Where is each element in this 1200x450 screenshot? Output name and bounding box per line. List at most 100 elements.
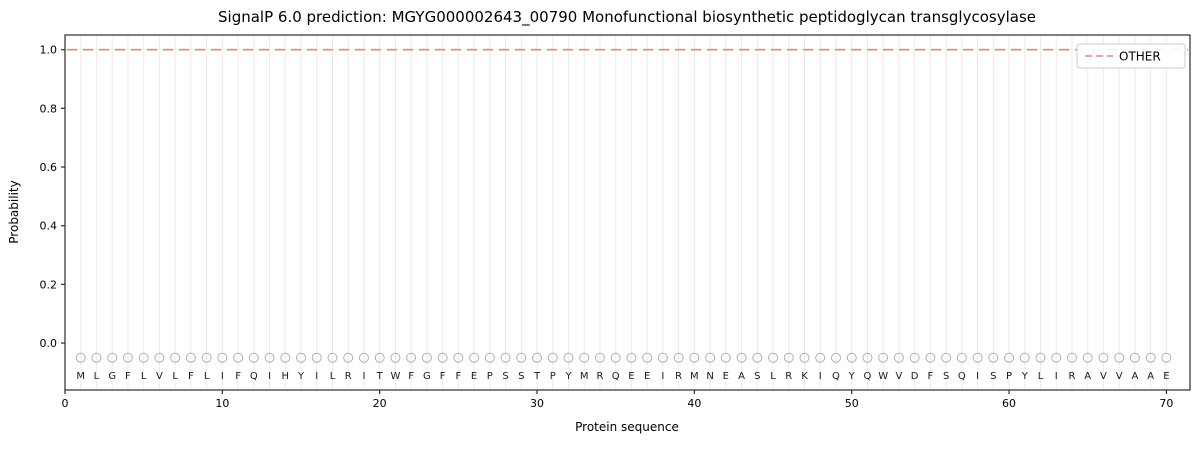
- residue-letter: F: [235, 371, 241, 382]
- residue-letter: S: [754, 371, 760, 382]
- residue-letter: A: [1147, 371, 1154, 382]
- residue-letter: L: [330, 371, 336, 382]
- residue-marker: [327, 352, 338, 363]
- residue-marker: [248, 352, 259, 363]
- residue-marker: [516, 352, 527, 363]
- residue-marker: [657, 352, 668, 363]
- residue-letter: E: [628, 371, 634, 382]
- residue-letter: I: [268, 371, 271, 382]
- residue-marker: [469, 352, 480, 363]
- residue-letter: Q: [958, 371, 966, 382]
- residue-marker: [642, 352, 653, 363]
- residue-letter: W: [390, 371, 400, 382]
- residue-marker: [406, 352, 417, 363]
- residue-letter: I: [221, 371, 224, 382]
- residue-marker: [1019, 352, 1030, 363]
- residue-letter: S: [502, 371, 508, 382]
- residue-marker: [579, 352, 590, 363]
- residue-letter: E: [644, 371, 650, 382]
- residue-letter: G: [108, 371, 116, 382]
- residue-marker: [1161, 352, 1172, 363]
- residue-letter: L: [204, 371, 210, 382]
- gridlines-layer: [80, 36, 1167, 389]
- residue-letter: F: [188, 371, 194, 382]
- residue-marker: [862, 352, 873, 363]
- residue-letter: Q: [612, 371, 620, 382]
- residue-letter: L: [94, 371, 100, 382]
- x-tick-label: 40: [687, 397, 701, 410]
- residue-letter: N: [706, 371, 713, 382]
- residue-letter: S: [990, 371, 996, 382]
- residue-letter: S: [943, 371, 949, 382]
- legend: OTHER: [1076, 43, 1186, 69]
- residue-letter: V: [1100, 371, 1107, 382]
- residue-marker: [988, 352, 999, 363]
- residue-marker: [390, 352, 401, 363]
- residue-marker: [500, 352, 511, 363]
- residue-marker: [185, 352, 196, 363]
- residue-marker: [1066, 352, 1077, 363]
- residue-letter: Q: [864, 371, 872, 382]
- plot-border: [64, 34, 1191, 391]
- residue-letter: M: [580, 371, 589, 382]
- residue-letter: I: [976, 371, 979, 382]
- residue-marker: [138, 352, 149, 363]
- residue-letter: R: [785, 371, 792, 382]
- residue-marker: [720, 352, 731, 363]
- residue-letter: P: [550, 371, 556, 382]
- residue-letter: L: [1038, 371, 1044, 382]
- residue-letter: A: [1132, 371, 1139, 382]
- residue-marker: [296, 352, 307, 363]
- residue-letter: F: [125, 371, 131, 382]
- residue-marker: [563, 352, 574, 363]
- residue-marker: [264, 352, 275, 363]
- residue-letter: E: [1163, 371, 1169, 382]
- residue-marker: [783, 352, 794, 363]
- residue-marker: [705, 352, 716, 363]
- residue-letter: W: [878, 371, 888, 382]
- residue-letter: S: [518, 371, 524, 382]
- legend-label-other: OTHER: [1119, 50, 1161, 64]
- y-tick-label: 0.8: [40, 102, 58, 115]
- residue-marker: [736, 352, 747, 363]
- residue-marker: [799, 352, 810, 363]
- residue-letter: R: [596, 371, 603, 382]
- residue-letter: Y: [297, 371, 305, 382]
- residue-marker: [453, 352, 464, 363]
- residue-marker: [1082, 352, 1093, 363]
- residue-letter: R: [675, 371, 682, 382]
- residue-marker: [280, 352, 291, 363]
- residue-letter: M: [690, 371, 699, 382]
- x-tick-label: 0: [62, 397, 69, 410]
- residue-marker: [673, 352, 684, 363]
- y-tick-label: 1.0: [40, 44, 58, 57]
- residue-marker: [1004, 352, 1015, 363]
- x-tick-label: 20: [373, 397, 387, 410]
- residue-letter: F: [408, 371, 414, 382]
- x-tick-label: 10: [215, 397, 229, 410]
- residue-letter: Y: [1021, 371, 1029, 382]
- residue-marker: [421, 352, 432, 363]
- residue-marker: [893, 352, 904, 363]
- residue-letter: I: [315, 371, 318, 382]
- residue-letter: L: [770, 371, 776, 382]
- residue-marker: [1114, 352, 1125, 363]
- residue-letter: I: [362, 371, 365, 382]
- residue-marker: [532, 352, 543, 363]
- residue-letter: P: [1006, 371, 1012, 382]
- residue-letter: R: [1069, 371, 1076, 382]
- residue-marker: [217, 352, 228, 363]
- residue-marker: [233, 352, 244, 363]
- residue-letter: V: [156, 371, 163, 382]
- residue-marker: [311, 352, 322, 363]
- chart-title: SignalP 6.0 prediction: MGYG000002643_00…: [218, 8, 1036, 27]
- residue-marker: [1098, 352, 1109, 363]
- residue-letter: P: [487, 371, 493, 382]
- residue-marker: [626, 352, 637, 363]
- residue-letter: A: [1084, 371, 1091, 382]
- residue-marker: [201, 352, 212, 363]
- residue-marker: [815, 352, 826, 363]
